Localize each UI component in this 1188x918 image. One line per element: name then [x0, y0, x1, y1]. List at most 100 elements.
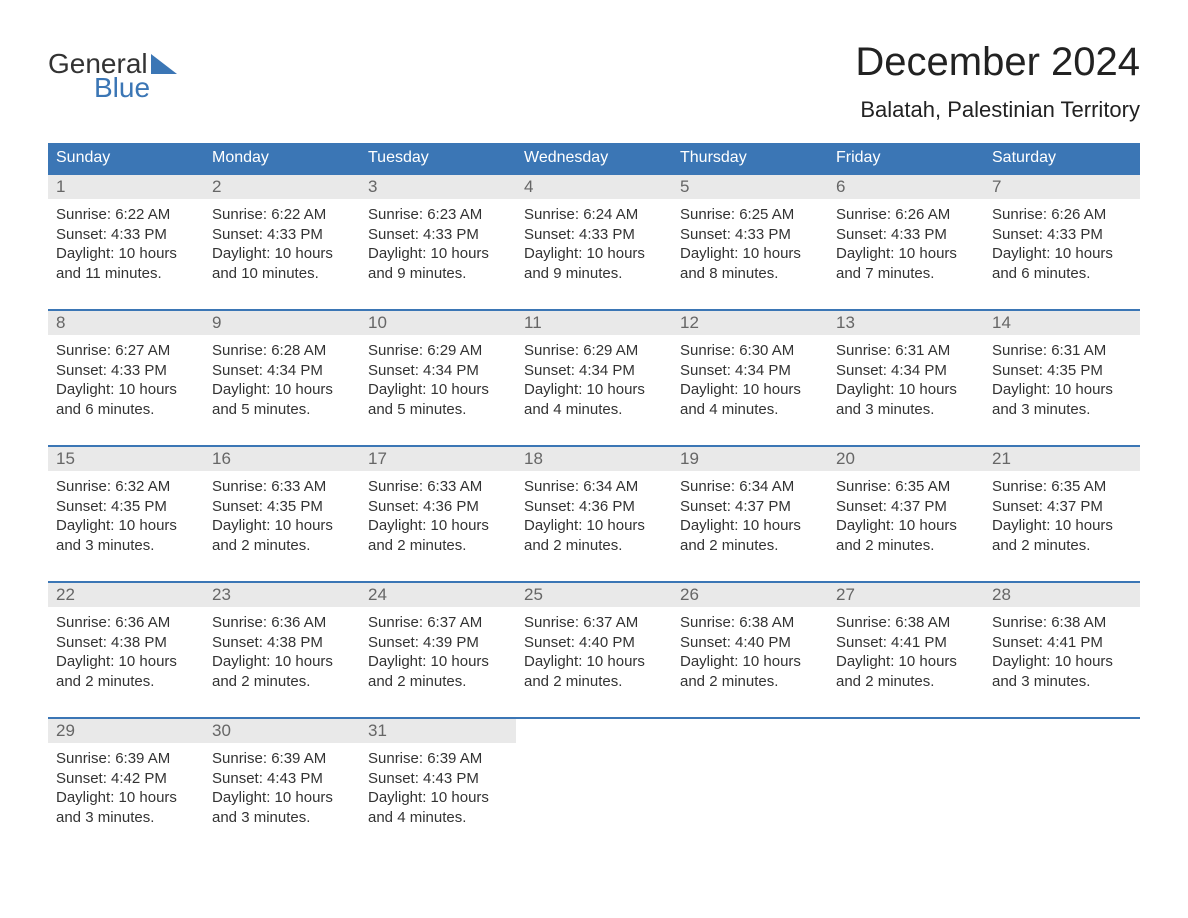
day-number: 12	[672, 311, 828, 335]
day-info: Sunrise: 6:33 AMSunset: 4:35 PMDaylight:…	[212, 477, 352, 555]
day-info-line: Daylight: 10 hours	[992, 244, 1132, 264]
day-number: 20	[828, 447, 984, 471]
day-info-line: and 6 minutes.	[992, 264, 1132, 284]
day-info-line: and 2 minutes.	[992, 536, 1132, 556]
day-number: 28	[984, 583, 1140, 607]
week-row: 8Sunrise: 6:27 AMSunset: 4:33 PMDaylight…	[48, 309, 1140, 427]
day-info-line: Sunset: 4:43 PM	[212, 769, 352, 789]
day-info-line: Sunrise: 6:38 AM	[680, 613, 820, 633]
day-info-line: Sunrise: 6:37 AM	[368, 613, 508, 633]
day-number: 17	[360, 447, 516, 471]
day-info-line: and 3 minutes.	[212, 808, 352, 828]
day-info-line: Sunset: 4:37 PM	[680, 497, 820, 517]
day-info-line: Sunset: 4:40 PM	[524, 633, 664, 653]
day-info: Sunrise: 6:34 AMSunset: 4:37 PMDaylight:…	[680, 477, 820, 555]
day-number: 19	[672, 447, 828, 471]
day-cell: 30Sunrise: 6:39 AMSunset: 4:43 PMDayligh…	[204, 719, 360, 835]
day-info-line: Sunrise: 6:36 AM	[56, 613, 196, 633]
day-info-line: and 2 minutes.	[56, 672, 196, 692]
day-info: Sunrise: 6:22 AMSunset: 4:33 PMDaylight:…	[212, 205, 352, 283]
day-info: Sunrise: 6:26 AMSunset: 4:33 PMDaylight:…	[992, 205, 1132, 283]
day-info-line: Sunset: 4:34 PM	[836, 361, 976, 381]
day-info-line: Daylight: 10 hours	[524, 380, 664, 400]
weekday-header: Friday	[828, 143, 984, 173]
weekday-header: Thursday	[672, 143, 828, 173]
day-info-line: Sunrise: 6:35 AM	[992, 477, 1132, 497]
week-row: 15Sunrise: 6:32 AMSunset: 4:35 PMDayligh…	[48, 445, 1140, 563]
location: Balatah, Palestinian Territory	[855, 97, 1140, 123]
day-info-line: and 9 minutes.	[368, 264, 508, 284]
day-info-line: Sunset: 4:34 PM	[212, 361, 352, 381]
day-info-line: and 2 minutes.	[212, 536, 352, 556]
day-info-line: Sunrise: 6:29 AM	[368, 341, 508, 361]
day-info-line: and 5 minutes.	[368, 400, 508, 420]
day-info: Sunrise: 6:31 AMSunset: 4:34 PMDaylight:…	[836, 341, 976, 419]
day-info: Sunrise: 6:30 AMSunset: 4:34 PMDaylight:…	[680, 341, 820, 419]
day-info-line: and 3 minutes.	[992, 400, 1132, 420]
day-info-line: Sunset: 4:33 PM	[368, 225, 508, 245]
day-info-line: Daylight: 10 hours	[524, 516, 664, 536]
day-info-line: Sunset: 4:35 PM	[992, 361, 1132, 381]
day-number: 27	[828, 583, 984, 607]
weekday-header-row: SundayMondayTuesdayWednesdayThursdayFrid…	[48, 143, 1140, 173]
day-info-line: Sunset: 4:40 PM	[680, 633, 820, 653]
day-info-line: Sunset: 4:37 PM	[836, 497, 976, 517]
day-info-line: Sunrise: 6:29 AM	[524, 341, 664, 361]
day-info-line: Daylight: 10 hours	[368, 244, 508, 264]
day-number: 10	[360, 311, 516, 335]
day-info: Sunrise: 6:39 AMSunset: 4:43 PMDaylight:…	[368, 749, 508, 827]
day-info-line: Sunrise: 6:26 AM	[992, 205, 1132, 225]
day-number	[516, 719, 672, 743]
day-info-line: Sunrise: 6:33 AM	[212, 477, 352, 497]
day-info-line: Daylight: 10 hours	[212, 652, 352, 672]
week-row: 22Sunrise: 6:36 AMSunset: 4:38 PMDayligh…	[48, 581, 1140, 699]
day-info-line: Sunset: 4:36 PM	[368, 497, 508, 517]
day-info-line: Daylight: 10 hours	[524, 244, 664, 264]
day-info-line: Sunrise: 6:22 AM	[212, 205, 352, 225]
day-info-line: Sunrise: 6:25 AM	[680, 205, 820, 225]
day-info: Sunrise: 6:35 AMSunset: 4:37 PMDaylight:…	[836, 477, 976, 555]
day-number: 9	[204, 311, 360, 335]
month-title: December 2024	[855, 40, 1140, 85]
day-info-line: and 2 minutes.	[368, 536, 508, 556]
day-info-line: Sunset: 4:43 PM	[368, 769, 508, 789]
day-info-line: Sunset: 4:33 PM	[212, 225, 352, 245]
day-info-line: Sunset: 4:35 PM	[56, 497, 196, 517]
day-info-line: Sunset: 4:33 PM	[524, 225, 664, 245]
day-cell: 12 Sunrise: 6:30 AMSunset: 4:34 PMDayligh…	[672, 311, 828, 427]
day-info-line: and 11 minutes.	[56, 264, 196, 284]
day-cell	[984, 719, 1140, 835]
day-info-line: and 4 minutes.	[524, 400, 664, 420]
day-cell: 4Sunrise: 6:24 AMSunset: 4:33 PMDaylight…	[516, 175, 672, 291]
day-info-line: and 7 minutes.	[836, 264, 976, 284]
day-info-line: Daylight: 10 hours	[836, 380, 976, 400]
day-cell: 25Sunrise: 6:37 AMSunset: 4:40 PMDayligh…	[516, 583, 672, 699]
day-info-line: Sunset: 4:33 PM	[992, 225, 1132, 245]
day-info-line: Sunset: 4:41 PM	[992, 633, 1132, 653]
day-number: 22	[48, 583, 204, 607]
day-info-line: Daylight: 10 hours	[56, 788, 196, 808]
day-info-line: and 3 minutes.	[56, 536, 196, 556]
day-info: Sunrise: 6:24 AMSunset: 4:33 PMDaylight:…	[524, 205, 664, 283]
day-info-line: Sunrise: 6:37 AM	[524, 613, 664, 633]
week-row: 1Sunrise: 6:22 AMSunset: 4:33 PMDaylight…	[48, 173, 1140, 291]
day-info: Sunrise: 6:38 AMSunset: 4:40 PMDaylight:…	[680, 613, 820, 691]
day-info-line: and 2 minutes.	[212, 672, 352, 692]
day-info: Sunrise: 6:34 AMSunset: 4:36 PMDaylight:…	[524, 477, 664, 555]
day-cell: 8Sunrise: 6:27 AMSunset: 4:33 PMDaylight…	[48, 311, 204, 427]
day-info-line: Sunrise: 6:39 AM	[368, 749, 508, 769]
day-info-line: Sunset: 4:34 PM	[524, 361, 664, 381]
day-info-line: and 6 minutes.	[56, 400, 196, 420]
day-number	[984, 719, 1140, 743]
day-info-line: Sunrise: 6:31 AM	[992, 341, 1132, 361]
day-number	[828, 719, 984, 743]
day-number: 8	[48, 311, 204, 335]
day-info-line: Daylight: 10 hours	[836, 516, 976, 536]
day-number: 11	[516, 311, 672, 335]
logo-mark-icon	[151, 54, 177, 74]
day-info-line: Sunrise: 6:23 AM	[368, 205, 508, 225]
day-cell: 28Sunrise: 6:38 AMSunset: 4:41 PMDayligh…	[984, 583, 1140, 699]
day-info-line: Sunset: 4:33 PM	[836, 225, 976, 245]
day-info-line: and 2 minutes.	[368, 672, 508, 692]
day-cell: 23Sunrise: 6:36 AMSunset: 4:38 PMDayligh…	[204, 583, 360, 699]
